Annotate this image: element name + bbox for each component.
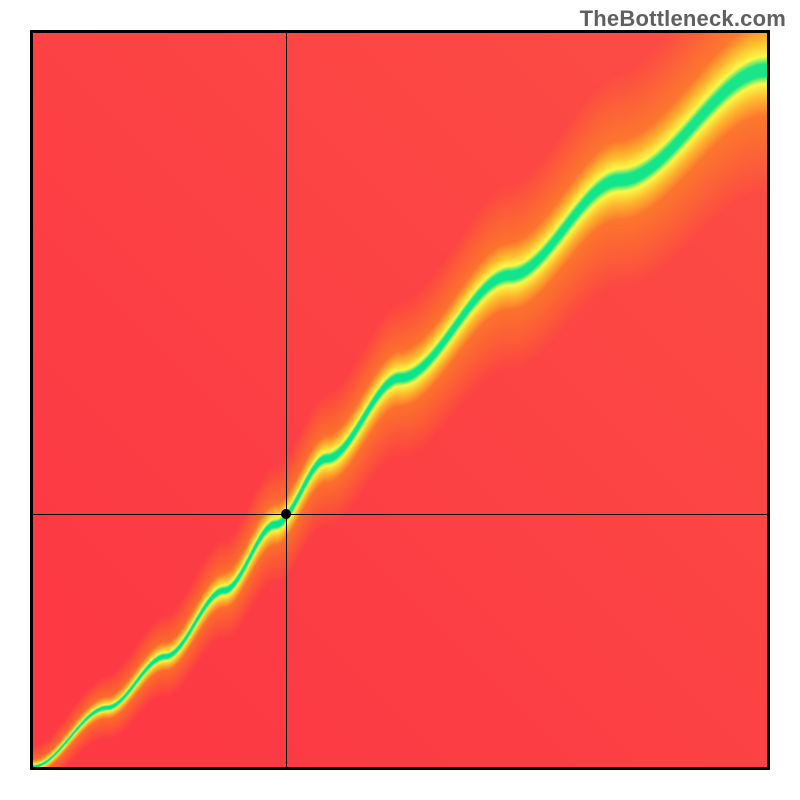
crosshair-horizontal: [33, 514, 767, 515]
watermark-text: TheBottleneck.com: [580, 6, 786, 32]
bottleneck-marker: [281, 509, 291, 519]
crosshair-vertical: [286, 33, 287, 767]
heatmap-plot: [30, 30, 770, 770]
heatmap-canvas: [33, 33, 767, 767]
